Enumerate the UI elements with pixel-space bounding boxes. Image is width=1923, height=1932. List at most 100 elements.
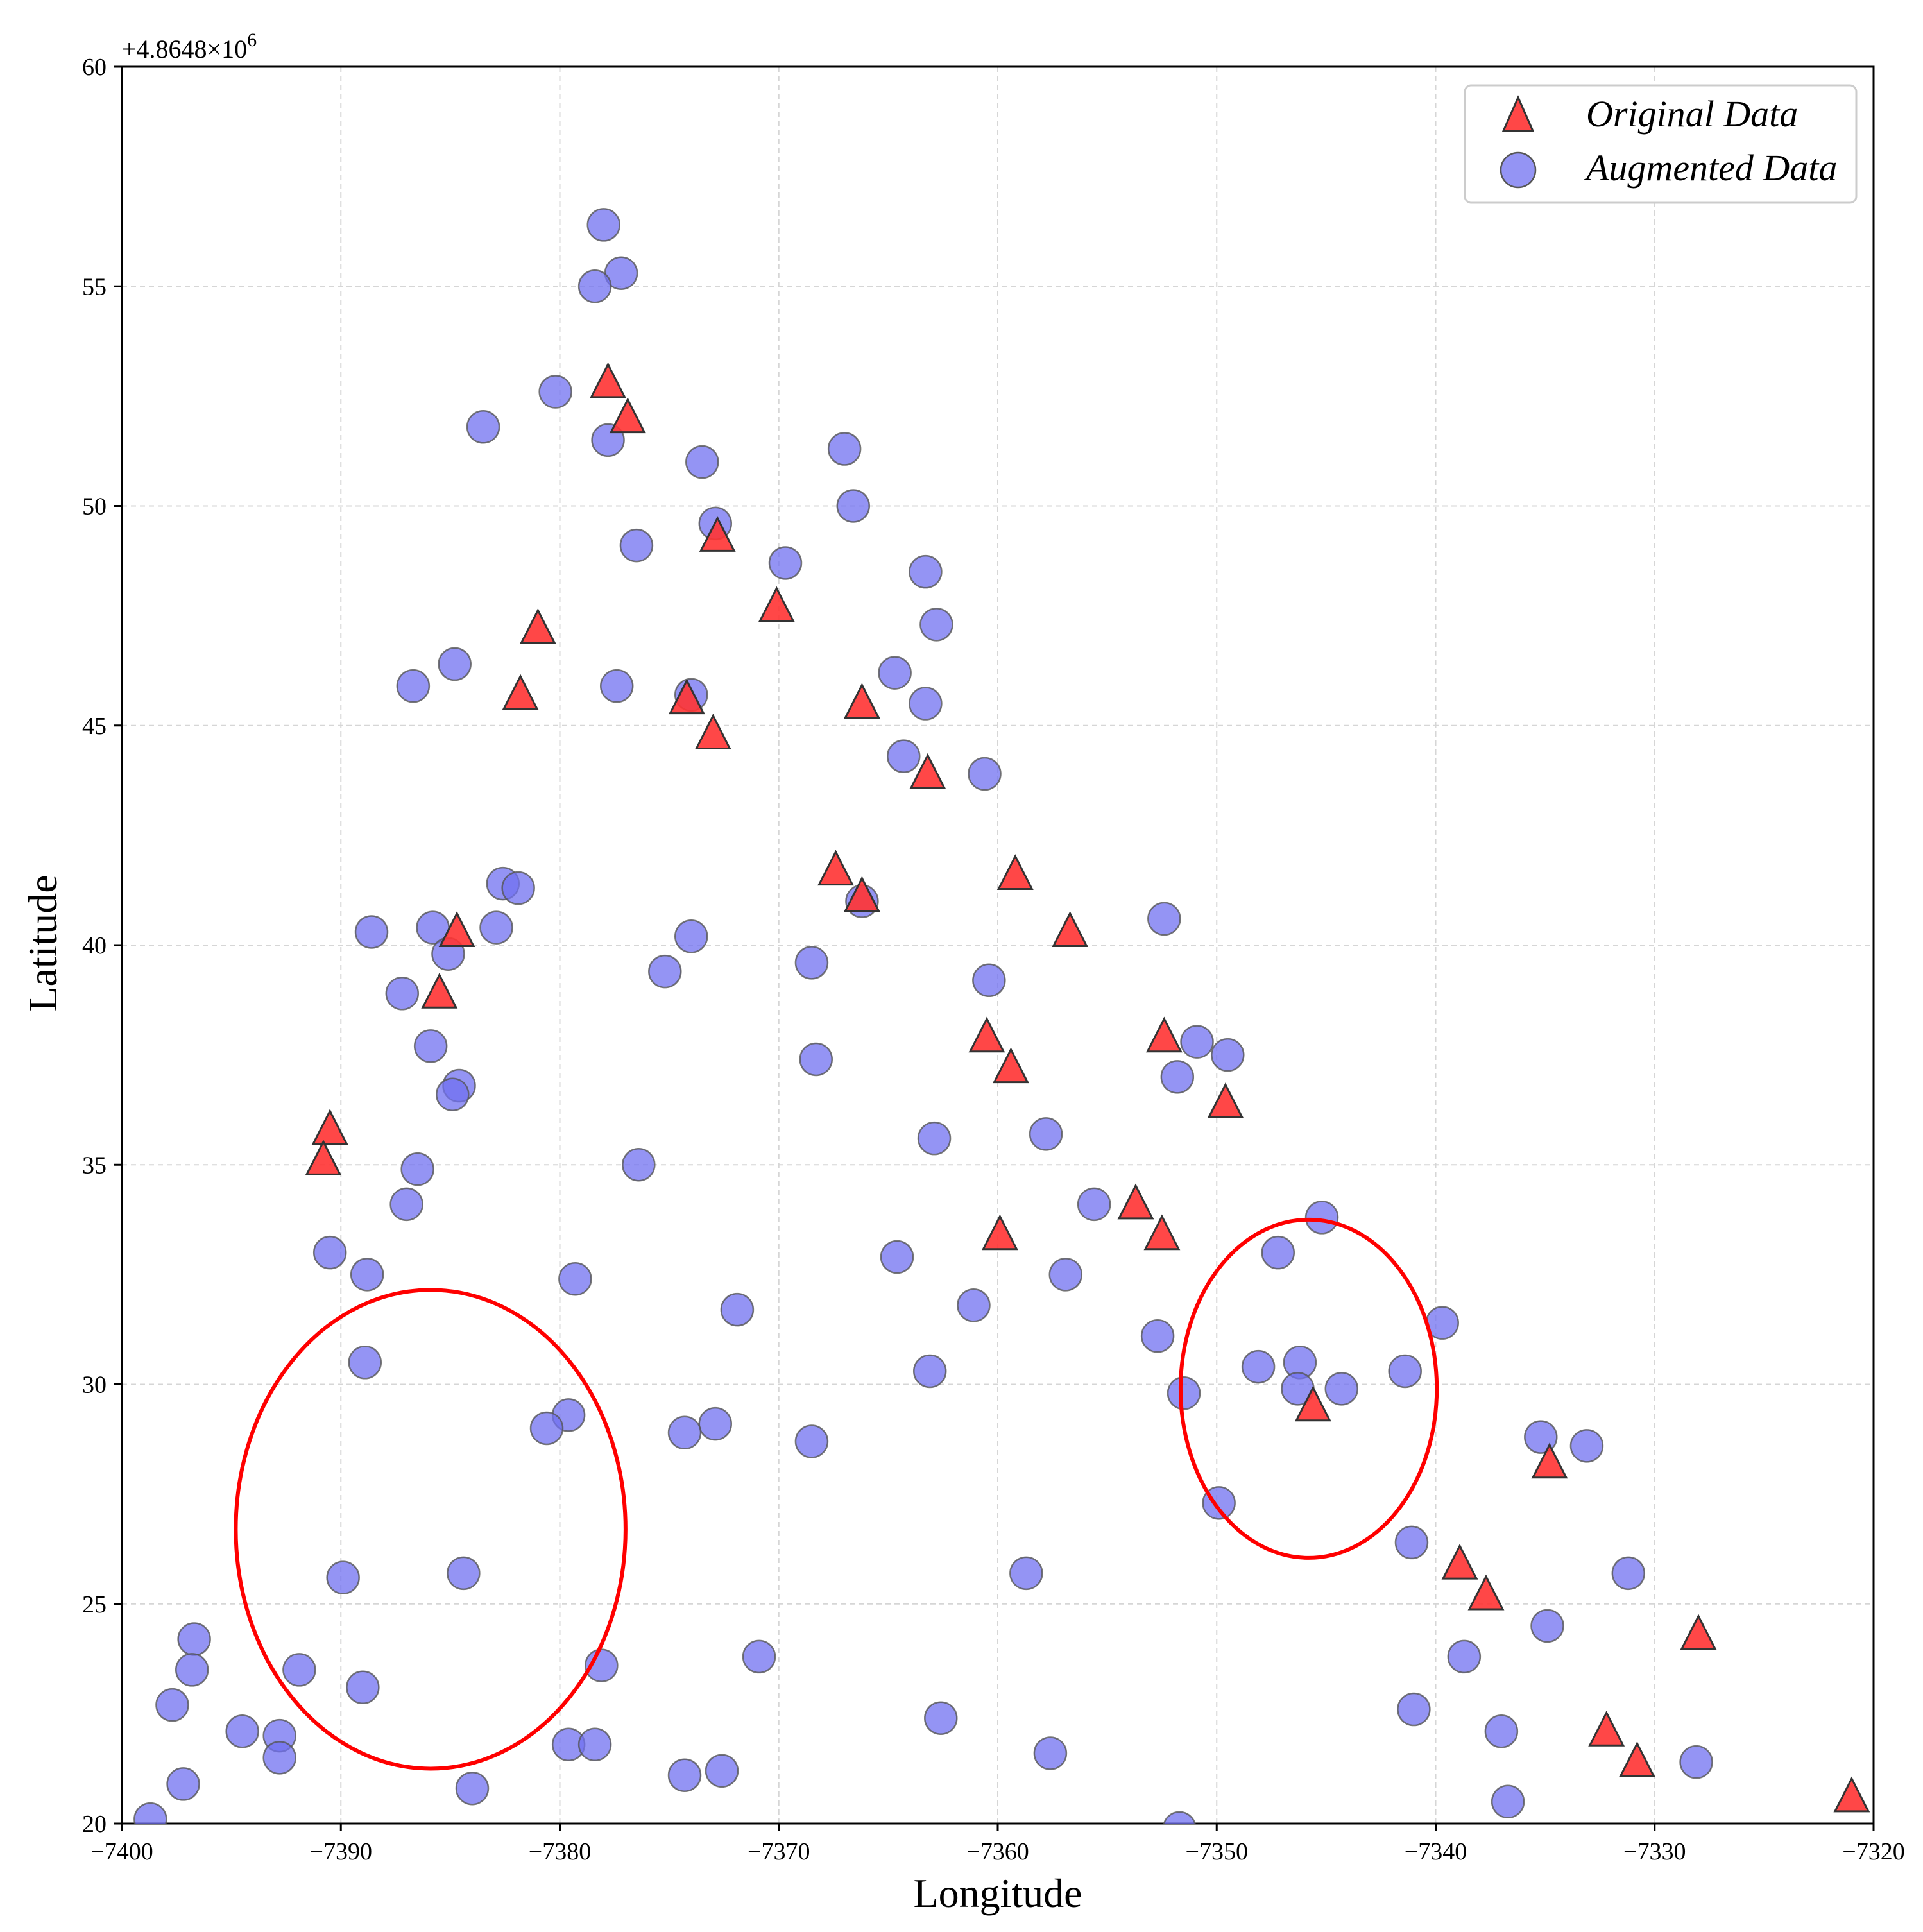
original-point <box>1833 1776 1870 1813</box>
augmented-point <box>479 910 513 945</box>
original-point <box>817 850 854 886</box>
augmented-point <box>1484 1714 1519 1748</box>
legend-box <box>1464 84 1858 204</box>
augmented-point <box>685 445 719 479</box>
augmented-point <box>667 1415 702 1450</box>
augmented-point <box>501 871 535 905</box>
x-tick-label: −7340 <box>1405 1838 1467 1865</box>
augmented-point <box>957 1288 991 1322</box>
augmented-point <box>466 410 500 444</box>
original-point <box>758 586 795 622</box>
augmented-point <box>667 1758 702 1792</box>
original-point <box>1680 1614 1717 1650</box>
augmented-point <box>827 432 862 466</box>
augmented-point <box>436 1077 470 1111</box>
x-tick-label: −7370 <box>748 1838 810 1865</box>
augmented-point <box>599 669 634 703</box>
augmented-point <box>619 528 654 563</box>
y-tick-label: 55 <box>82 273 107 300</box>
augmented-point <box>794 946 829 980</box>
x-axis-title: Longitude <box>913 1870 1082 1916</box>
augmented-point <box>1569 1429 1604 1463</box>
original-point <box>1117 1183 1154 1220</box>
original-point <box>438 911 475 947</box>
augmented-point <box>166 1767 200 1801</box>
original-point <box>1143 1214 1181 1251</box>
augmented-point <box>389 1187 423 1222</box>
augmented-point <box>1211 1038 1245 1072</box>
y-tick-label: 40 <box>82 932 107 959</box>
augmented-point <box>919 608 953 642</box>
original-point <box>981 1214 1018 1251</box>
augmented-point <box>1077 1187 1111 1222</box>
augmented-point <box>1447 1639 1482 1674</box>
legend-label-original: Original Data <box>1586 93 1798 135</box>
original-point <box>1588 1710 1625 1747</box>
y-tick-label: 20 <box>82 1811 107 1838</box>
augmented-point <box>924 1701 958 1735</box>
augmented-point <box>768 546 803 580</box>
series-original-data <box>305 362 1870 1813</box>
augmented-point <box>413 1029 448 1063</box>
legend-marker-original <box>1501 95 1535 132</box>
augmented-point <box>586 208 620 242</box>
augmented-point <box>282 1653 316 1687</box>
augmented-point <box>346 1670 380 1705</box>
y-tick-label: 45 <box>82 713 107 740</box>
augmented-point <box>1261 1235 1295 1270</box>
augmented-point <box>880 1240 914 1274</box>
x-tick-label: −7330 <box>1623 1838 1686 1865</box>
augmented-point <box>1167 1376 1201 1410</box>
augmented-point <box>447 1556 481 1591</box>
augmented-point <box>836 489 871 523</box>
augmented-point <box>1029 1117 1063 1151</box>
augmented-point <box>878 656 912 690</box>
grid <box>121 66 1874 1824</box>
augmented-point <box>1009 1556 1043 1591</box>
original-point <box>519 608 556 644</box>
original-point <box>421 972 458 1009</box>
legend-marker-augmented <box>1500 151 1537 189</box>
augmented-point <box>326 1560 360 1594</box>
augmented-point <box>1140 1319 1175 1353</box>
augmented-point <box>1611 1556 1646 1591</box>
y-axis-title: Latitude <box>20 875 65 1011</box>
augmented-point <box>1679 1745 1713 1779</box>
original-point <box>909 753 946 789</box>
x-tick-label: −7380 <box>529 1838 591 1865</box>
x-tick-label: −7400 <box>90 1838 153 1865</box>
augmented-point <box>1163 1811 1196 1824</box>
augmented-point <box>1241 1349 1276 1384</box>
augmented-point <box>1160 1060 1195 1094</box>
augmented-point <box>348 1346 382 1380</box>
original-point <box>1441 1543 1478 1580</box>
augmented-point <box>354 915 389 949</box>
augmented-point <box>1048 1258 1083 1292</box>
original-point <box>699 516 736 552</box>
original-point <box>843 683 880 719</box>
augmented-point <box>133 1802 167 1824</box>
augmented-point <box>909 687 943 721</box>
original-point <box>502 674 539 710</box>
original-point <box>1207 1082 1244 1118</box>
augmented-point <box>175 1653 209 1687</box>
x-tick-label: −7320 <box>1842 1838 1904 1865</box>
augmented-point <box>1491 1784 1525 1819</box>
augmented-point <box>648 954 682 989</box>
y-tick-label: 30 <box>82 1372 107 1399</box>
augmented-point <box>799 1042 833 1077</box>
augmented-point <box>705 1754 739 1788</box>
augmented-point <box>577 1727 612 1762</box>
augmented-point <box>177 1622 211 1656</box>
original-point <box>996 854 1034 890</box>
augmented-point <box>312 1235 347 1270</box>
x-tick-label: −7390 <box>310 1838 372 1865</box>
original-point <box>1467 1574 1505 1611</box>
original-point <box>1294 1385 1331 1422</box>
augmented-point <box>968 757 1002 791</box>
augmented-point <box>529 1411 564 1446</box>
augmented-point <box>720 1292 755 1327</box>
original-point <box>843 876 880 912</box>
y-tick-label: 60 <box>82 54 107 81</box>
